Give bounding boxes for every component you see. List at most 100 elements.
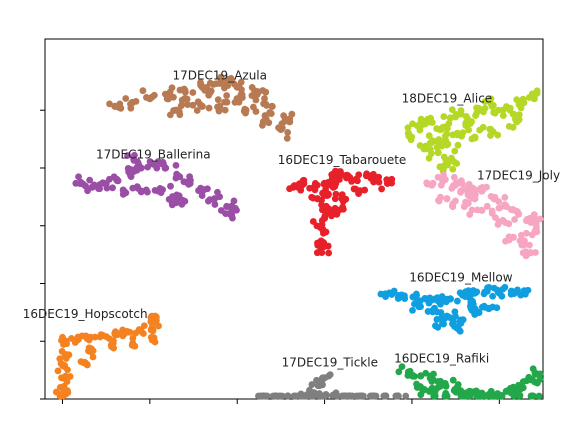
series-16DEC19_Tabarouete (286, 168, 395, 257)
data-point (122, 95, 129, 102)
data-point (480, 124, 487, 131)
data-point (149, 328, 156, 335)
data-point (173, 175, 180, 182)
data-point (284, 393, 291, 400)
data-point (411, 373, 418, 380)
data-point (380, 393, 387, 400)
data-point (342, 393, 349, 400)
data-point (530, 365, 537, 372)
data-point (152, 187, 159, 194)
data-point (442, 390, 449, 397)
data-point (206, 105, 213, 112)
data-point (393, 393, 400, 400)
data-point (109, 184, 116, 191)
data-point (270, 393, 277, 400)
data-point (449, 203, 456, 210)
data-point (90, 354, 97, 361)
data-point (131, 343, 138, 350)
data-point (488, 193, 495, 200)
data-point (215, 96, 222, 103)
data-point (194, 107, 201, 114)
data-point (149, 313, 156, 320)
data-point (531, 211, 538, 218)
data-point (492, 214, 499, 221)
data-point (434, 144, 441, 151)
data-point (466, 393, 473, 400)
data-point (149, 94, 156, 101)
data-point (129, 335, 136, 342)
cluster-label-17DEC19_Azula: 17DEC19_Azula (172, 68, 267, 82)
data-point (222, 210, 229, 217)
cluster-label-18DEC19_Alice: 18DEC19_Alice (402, 92, 493, 106)
data-point (417, 383, 424, 390)
data-point (293, 393, 300, 400)
data-point (356, 393, 363, 400)
data-point (224, 99, 231, 106)
series-17DEC19_Azula (106, 74, 295, 142)
cluster-label-16DEC19_Mellow: 16DEC19_Mellow (409, 271, 512, 285)
data-point (451, 386, 458, 393)
data-point (169, 202, 176, 209)
data-point (179, 101, 186, 108)
data-point (451, 148, 458, 155)
data-point (288, 111, 295, 118)
data-point (312, 186, 319, 193)
data-point (137, 328, 144, 335)
data-point (528, 393, 535, 400)
data-point (436, 163, 443, 170)
data-point (436, 198, 443, 205)
data-point (320, 230, 327, 237)
data-point (232, 99, 239, 106)
series-16DEC19_Hopscotch (53, 313, 162, 400)
data-point (59, 334, 66, 341)
data-point (109, 339, 116, 346)
data-point (484, 203, 491, 210)
data-point (441, 176, 448, 183)
data-point (189, 89, 196, 96)
data-point (513, 208, 520, 215)
data-point (484, 393, 491, 400)
data-point (471, 289, 478, 296)
data-point (82, 359, 89, 366)
data-point (176, 111, 183, 118)
data-point (229, 215, 236, 222)
data-point (411, 301, 418, 308)
data-point (317, 224, 324, 231)
data-point (276, 393, 283, 400)
data-point (405, 124, 412, 131)
data-point (499, 393, 506, 400)
data-point (455, 142, 462, 149)
data-point (173, 162, 180, 169)
data-point (534, 90, 541, 97)
data-point (167, 183, 174, 190)
data-point (250, 104, 257, 111)
data-point (489, 293, 496, 300)
data-point (351, 186, 358, 193)
data-point (185, 181, 192, 188)
data-point (479, 304, 486, 311)
data-point (169, 84, 176, 91)
data-point (197, 101, 204, 108)
data-point (135, 161, 142, 168)
data-point (476, 393, 483, 400)
data-point (445, 141, 452, 148)
data-point (537, 370, 544, 377)
data-point (440, 113, 447, 120)
data-point (314, 249, 321, 256)
series-16DEC19_Mellow (377, 284, 531, 335)
data-point (325, 209, 332, 216)
data-point (214, 104, 221, 111)
data-point (354, 177, 361, 184)
data-point (242, 110, 249, 117)
data-point (86, 335, 93, 342)
data-point (469, 136, 476, 143)
data-point (520, 384, 527, 391)
data-point (325, 250, 332, 257)
data-point (508, 291, 515, 298)
data-point (325, 373, 332, 380)
data-point (449, 166, 456, 173)
data-point (335, 172, 342, 179)
cluster-label-16DEC19_Tabarouete: 16DEC19_Tabarouete (278, 153, 407, 167)
data-point (299, 181, 306, 188)
data-point (342, 196, 349, 203)
